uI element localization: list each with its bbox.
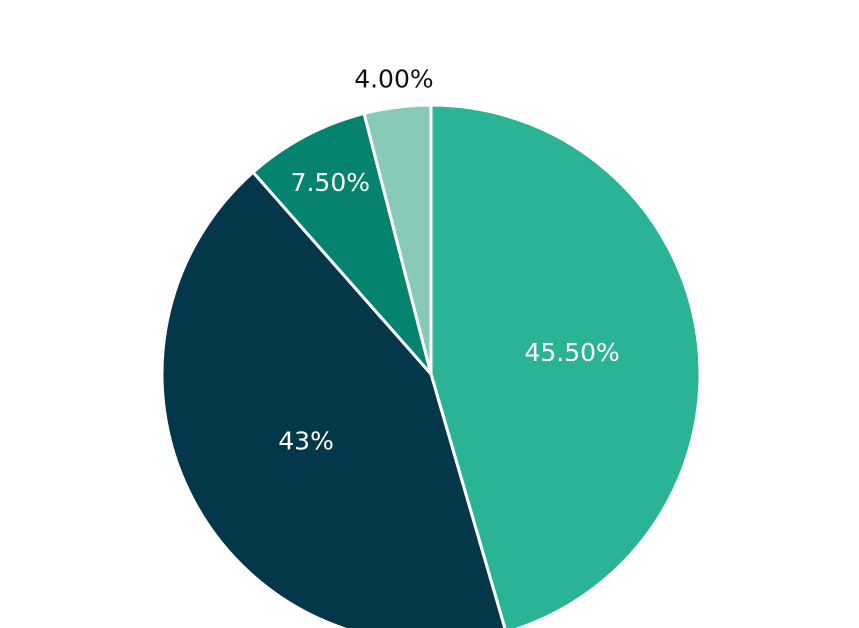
pie-slice [362,103,433,375]
data-label: 43% [278,427,334,456]
data-label: 7.50% [291,168,370,197]
pie-slice [250,111,433,375]
data-label: 4.00% [354,64,433,93]
pie-slice [160,170,507,628]
data-label: 45.50% [524,338,619,367]
pie-slice [429,103,702,628]
